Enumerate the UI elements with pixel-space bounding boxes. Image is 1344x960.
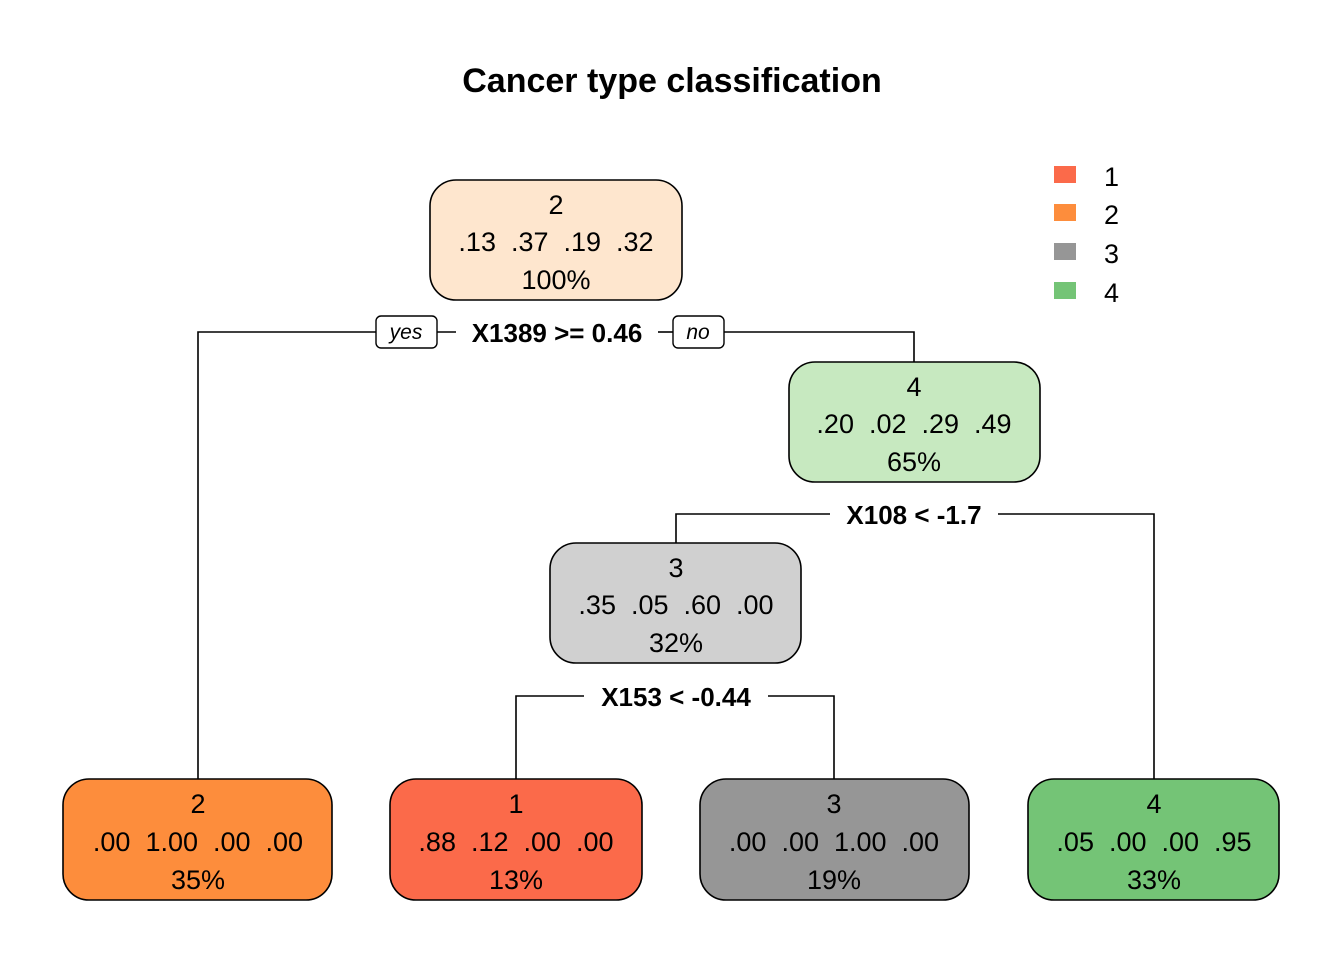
node-box-leaf-3 — [699, 778, 970, 901]
node-leaf-2: 1 .88 .12 .00 .00 13% — [389, 778, 643, 901]
node-right-pct: 65% — [887, 447, 941, 477]
legend-swatch-4 — [1054, 282, 1076, 299]
node-leaf-3: 3 .00 .00 1.00 .00 19% — [699, 778, 970, 901]
legend-swatch-2 — [1054, 204, 1076, 221]
node-leaf-1-class: 2 — [190, 789, 205, 819]
node-box-leaf-1 — [62, 778, 333, 901]
yes-label-box: yes — [375, 315, 438, 349]
legend-label-1: 1 — [1104, 162, 1119, 192]
node-leaf-1: 2 .00 1.00 .00 .00 35% — [62, 778, 333, 901]
legend-label-4: 4 — [1104, 278, 1119, 308]
yes-box — [375, 315, 438, 349]
edge-mid-right — [768, 695, 835, 779]
legend: 1 2 3 4 — [1054, 162, 1119, 308]
node-leaf-4-probs: .05 .00 .00 .95 — [1056, 827, 1251, 857]
node-leaf-3-class: 3 — [826, 789, 841, 819]
split-label-right: X108 < -1.7 — [846, 500, 981, 530]
node-leaf-3-pct: 19% — [807, 865, 861, 895]
node-mid-probs: .35 .05 .60 .00 — [578, 590, 773, 620]
legend-swatch-1 — [1054, 166, 1076, 183]
node-root: 2 .13 .37 .19 .32 100% — [429, 179, 683, 301]
node-leaf-2-pct: 13% — [489, 865, 543, 895]
legend-label-3: 3 — [1104, 239, 1119, 269]
node-right-class: 4 — [906, 372, 921, 402]
node-leaf-1-probs: .00 1.00 .00 .00 — [93, 827, 303, 857]
node-right: 4 .20 .02 .29 .49 65% — [788, 361, 1041, 483]
legend-swatch-3 — [1054, 243, 1076, 260]
legend-label-2: 2 — [1104, 200, 1119, 230]
node-leaf-2-probs: .88 .12 .00 .00 — [418, 827, 613, 857]
edge-mid-left — [515, 695, 584, 779]
node-mid-class: 3 — [668, 553, 683, 583]
page-title: Cancer type classification — [462, 62, 882, 100]
node-mid-pct: 32% — [649, 628, 703, 658]
node-box-leaf-2 — [389, 778, 643, 901]
node-box-root — [429, 179, 683, 301]
tree-edges — [197, 331, 1155, 779]
yes-label: yes — [388, 321, 423, 344]
edge-right-right — [998, 513, 1155, 779]
node-leaf-4-class: 4 — [1146, 789, 1161, 819]
node-root-probs: .13 .37 .19 .32 — [458, 227, 653, 257]
no-box — [672, 315, 725, 349]
edge-root-no — [724, 331, 915, 362]
node-right-probs: .20 .02 .29 .49 — [816, 409, 1011, 439]
edge-root-yes — [197, 331, 376, 779]
node-box-mid — [549, 542, 802, 664]
edge-right-left — [675, 513, 830, 543]
node-root-pct: 100% — [521, 265, 590, 295]
node-leaf-3-probs: .00 .00 1.00 .00 — [729, 827, 939, 857]
node-box-leaf-4 — [1027, 778, 1280, 901]
node-mid: 3 .35 .05 .60 .00 32% — [549, 542, 802, 664]
no-label: no — [686, 321, 710, 344]
node-leaf-4: 4 .05 .00 .00 .95 33% — [1027, 778, 1280, 901]
node-leaf-4-pct: 33% — [1127, 865, 1181, 895]
node-leaf-2-class: 1 — [508, 789, 523, 819]
no-label-box: no — [672, 315, 725, 349]
node-root-class: 2 — [548, 190, 563, 220]
node-leaf-1-pct: 35% — [171, 865, 225, 895]
split-label-mid: X153 < -0.44 — [601, 682, 751, 712]
node-box-right — [788, 361, 1041, 483]
split-label-root: X1389 >= 0.46 — [472, 318, 643, 348]
